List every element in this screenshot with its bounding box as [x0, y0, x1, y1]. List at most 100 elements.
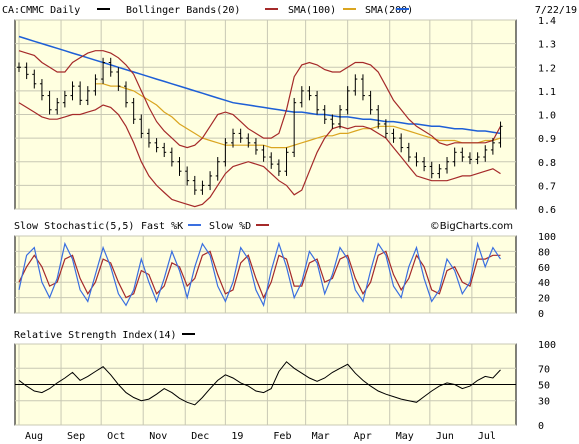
stochastic-y-tick-label: 40: [538, 278, 550, 289]
ohlc-bar: [483, 145, 488, 162]
ohlc-bar: [399, 133, 404, 153]
bollinger-lower-line: [18, 102, 501, 208]
price-y-tick-label: 0.8: [538, 158, 556, 169]
ohlc-bar: [154, 138, 159, 153]
stochastic-y-tick-label: 60: [538, 263, 550, 274]
ohlc-bar: [368, 90, 373, 115]
ohlc-bar: [24, 62, 29, 80]
rsi-y-tick-label: 100: [538, 340, 556, 351]
ohlc-bar: [192, 175, 197, 195]
ohlc-bar: [55, 97, 60, 115]
x-tick-label: Aug: [25, 431, 43, 442]
ohlc-bar: [437, 164, 442, 179]
stochastic-y-tick-label: 0: [538, 309, 544, 320]
ohlc-bar: [62, 90, 67, 108]
legend-fast-k: Fast %K: [141, 221, 183, 232]
ohlc-bar: [116, 67, 121, 91]
price-y-tick-label: 1.1: [538, 87, 556, 98]
ohlc-bar: [307, 86, 312, 101]
bollinger-upper-line: [18, 50, 502, 149]
ohlc-bar: [39, 79, 44, 101]
ohlc-bar: [284, 147, 289, 176]
stochastic-panel: [14, 235, 517, 314]
ohlc-bar: [498, 121, 503, 148]
ohlc-bar: [78, 81, 83, 106]
ohlc-bar: [445, 157, 450, 174]
ohlc-bar: [108, 57, 113, 77]
ohlc-bar: [85, 86, 90, 106]
ohlc-bar: [467, 152, 472, 165]
ohlc-bar: [276, 159, 281, 176]
rsi-y-tick-label: 70: [538, 364, 550, 375]
sma200-line: [18, 35, 501, 135]
ohlc-bar: [269, 152, 274, 169]
ohlc-bar: [215, 157, 220, 181]
ohlc-bar: [292, 97, 297, 158]
x-tick-label: Nov: [149, 431, 167, 442]
x-tick-label: Oct: [107, 431, 125, 442]
price-y-tick-label: 0.7: [538, 181, 556, 192]
price-y-tick-label: 0.6: [538, 205, 556, 216]
x-tick-label: May: [396, 431, 414, 442]
x-tick-label: Mar: [312, 431, 330, 442]
series-layer: [15, 35, 516, 406]
price-y-tick-label: 1.3: [538, 40, 556, 51]
ohlc-bar: [261, 145, 266, 162]
ohlc-bar: [177, 157, 182, 176]
fast-k-line: [18, 241, 502, 308]
ohlc-bar: [238, 128, 243, 143]
ohlc-bar: [231, 128, 236, 148]
ohlc-bar: [223, 138, 228, 167]
legend-bollinger: Bollinger Bands(20): [126, 5, 240, 16]
x-tick-label: Jun: [436, 431, 454, 442]
ohlc-bar: [162, 142, 167, 158]
stochastic-y-tick-label: 20: [538, 294, 550, 305]
ohlc-bar: [17, 62, 21, 72]
price-title: CA:CMMC Daily: [2, 5, 80, 16]
ohlc-bar: [131, 97, 136, 124]
ohlc-bar: [360, 74, 365, 101]
ohlc-bar: [414, 152, 419, 167]
ohlc-bar: [32, 69, 37, 89]
ohlc-bar: [253, 138, 258, 155]
price-y-tick-label: 0.9: [538, 134, 556, 145]
x-tick-label: Apr: [354, 431, 372, 442]
rsi-y-tick-label: 0: [538, 421, 544, 432]
ohlc-bar: [406, 142, 411, 162]
ohlc-bar: [376, 105, 381, 129]
rsi-title: Relative Strength Index(14): [14, 330, 177, 341]
rsi-y-tick-label: 30: [538, 397, 550, 408]
ohlc-bar: [475, 152, 480, 165]
ohlc-bar: [124, 81, 129, 108]
x-tick-label: 19: [231, 431, 243, 442]
ohlc-bar: [208, 171, 213, 191]
x-tick-label: Sep: [67, 431, 85, 442]
stochastic-y-tick-label: 80: [538, 247, 550, 258]
ohlc-bar: [47, 90, 52, 115]
x-tick-label: Dec: [191, 431, 209, 442]
ohlc-bar: [101, 57, 106, 84]
ohlc-bar: [452, 147, 457, 167]
sma100-line: [95, 83, 501, 149]
price-y-tick-label: 1.4: [538, 16, 556, 27]
ohlc-bar: [70, 81, 75, 101]
ohlc-bar: [185, 166, 190, 186]
legend-sma100: SMA(100): [288, 5, 336, 16]
ohlc-bar: [330, 114, 335, 129]
rsi-line: [18, 361, 501, 406]
legend-slow-d: Slow %D: [209, 221, 251, 232]
x-tick-label: Feb: [273, 431, 291, 442]
ohlc-bar: [93, 74, 98, 96]
copyright-label: ©BigCharts.com: [430, 221, 513, 232]
ohlc-bar: [429, 161, 434, 179]
ohlc-bar: [146, 128, 151, 148]
ohlc-bar: [246, 133, 251, 148]
ohlc-bar: [391, 128, 396, 143]
price-y-tick-label: 1.0: [538, 111, 556, 122]
x-tick-label: Jul: [478, 431, 496, 442]
chart-date: 7/22/19: [535, 5, 577, 16]
ohlc-bar: [200, 180, 205, 195]
stochastic-title: Slow Stochastic(5,5): [14, 221, 134, 232]
ohlc-bar: [460, 147, 465, 162]
